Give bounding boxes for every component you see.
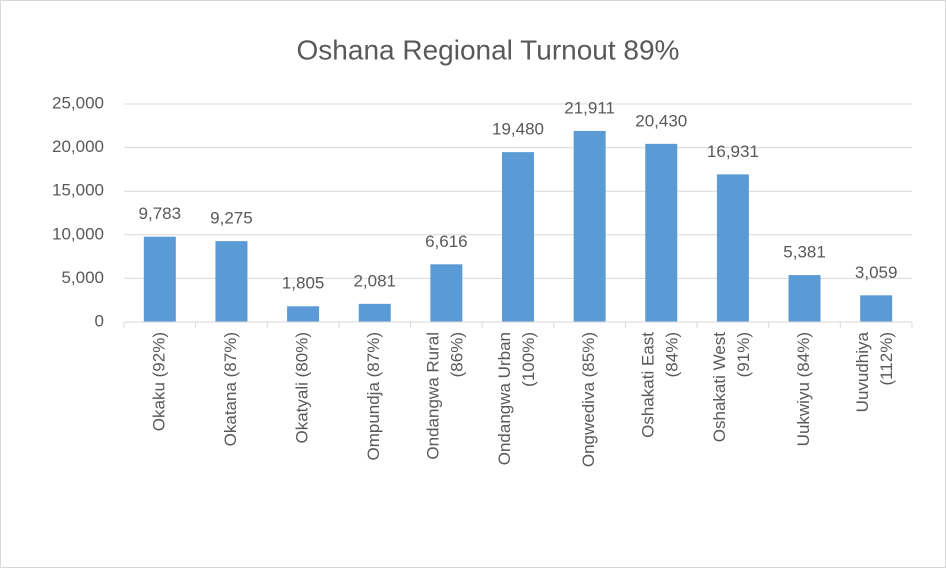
data-label: 5,381 [783,243,826,262]
data-label: 20,430 [635,111,687,130]
x-tick-label: Okaku (92%) [149,332,168,431]
y-tick-label: 0 [95,311,104,330]
bar [430,264,463,322]
data-label: 19,480 [492,120,544,139]
y-tick-label: 25,000 [52,93,104,112]
x-tick-label: Okatana (87%) [221,332,240,446]
x-tick-label: Uuvudhiya (112%) [854,331,897,412]
data-label: 2,081 [353,271,396,290]
chart-title: Oshana Regional Turnout 89% [297,34,680,65]
data-label: 21,911 [564,98,615,117]
bar [860,295,893,322]
x-tick-label: Okatyali (80%) [293,332,312,443]
bar [502,152,534,322]
data-label: 3,059 [855,263,898,282]
y-tick-label: 10,000 [52,224,104,243]
x-tick-label: Ondangwa Rural (86%) [424,332,467,460]
bar [358,303,391,322]
data-label: 1,805 [282,274,325,293]
x-tick-label: Ompundja (87%) [364,332,383,461]
bar [215,241,248,322]
data-label: 9,275 [210,209,253,228]
y-tick-label: 5,000 [61,268,104,287]
bar [573,130,606,322]
x-tick-label: Oshakati East (84%) [639,332,682,438]
y-tick-label: 15,000 [52,181,104,200]
data-label: 6,616 [425,232,468,251]
data-label: 16,931 [707,142,759,161]
x-tick-label: Oshakati West (91%) [710,332,753,443]
bar [645,143,678,322]
bar [788,275,821,322]
bar [143,236,176,322]
x-tick-label: Uukwiyu (84%) [794,332,813,446]
x-tick-label: Ondangwa Urban (100%) [495,332,538,465]
bar [716,174,749,322]
bar [287,306,320,322]
y-tick-label: 20,000 [52,137,104,156]
x-tick-label: Ongwediva (85%) [579,332,598,467]
data-label: 9,783 [139,204,182,223]
